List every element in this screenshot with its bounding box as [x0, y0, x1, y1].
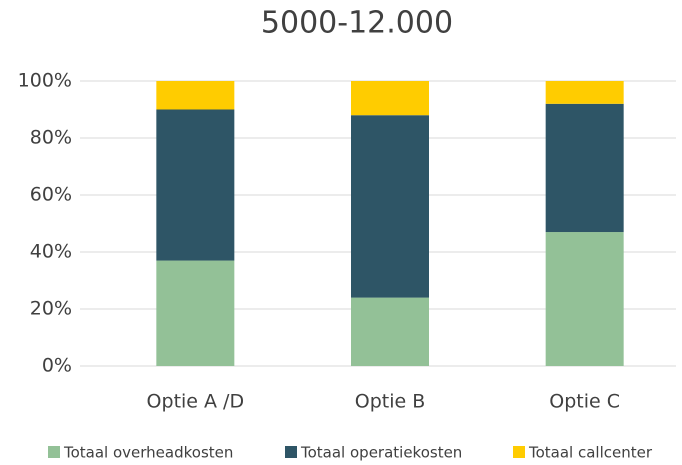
bar-segment	[545, 103, 624, 233]
legend-swatch	[285, 446, 297, 458]
legend-label: Totaal operatiekosten	[300, 444, 462, 462]
y-tick-label: 60%	[30, 184, 72, 206]
bar-segment	[156, 260, 235, 366]
x-tick-label: Optie B	[355, 391, 426, 413]
bar-segment	[545, 232, 624, 366]
x-tick-label: Optie C	[549, 391, 620, 413]
legend-swatch	[48, 446, 60, 458]
x-tick-label: Optie A /D	[147, 391, 245, 413]
y-tick-label: 20%	[30, 298, 72, 320]
legend-label: Totaal callcenter	[528, 444, 653, 462]
bar-segment	[156, 109, 235, 261]
legend-label: Totaal overheadkosten	[63, 444, 233, 462]
chart-title: 5000-12.000	[261, 6, 453, 41]
bar-segment	[545, 81, 624, 104]
y-tick-label: 0%	[42, 355, 72, 377]
bar-segment	[351, 81, 429, 116]
y-tick-label: 100%	[18, 70, 72, 92]
bar-segment	[156, 81, 235, 110]
legend-swatch	[513, 446, 525, 458]
bar-segment	[351, 297, 429, 366]
y-tick-label: 80%	[30, 127, 72, 149]
bar-segment	[351, 115, 429, 298]
y-tick-label: 40%	[30, 241, 72, 263]
